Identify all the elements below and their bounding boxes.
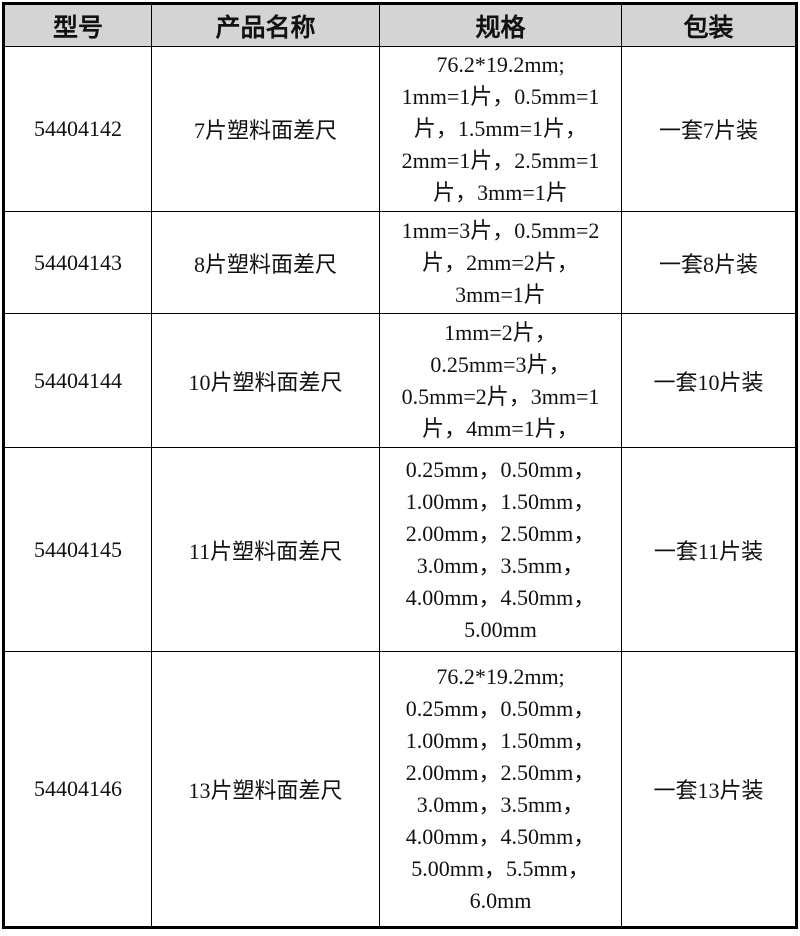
name-cell: 8片塑料面差尺 — [151, 211, 380, 314]
spec-line: 3mm=1片 — [455, 281, 546, 307]
spec-line: 片，2mm=2片， — [422, 249, 579, 275]
table-row: 54404142 7片塑料面差尺 76.2*19.2mm; 1mm=1片，0.5mm=… — [3, 46, 797, 212]
spec-line: 0.25mm，0.50mm， — [405, 456, 596, 482]
header-name: 产品名称 — [151, 3, 380, 47]
header-pack: 包装 — [621, 3, 797, 47]
spec-line: 0.5mm=2片，3mm=1 — [401, 383, 600, 409]
spec-line: 片，1.5mm=1片， — [413, 116, 588, 141]
spec-line: 0.25mm，0.50mm， — [405, 696, 596, 721]
header-model: 型号 — [3, 3, 152, 47]
spec-cell: 0.25mm，0.50mm， 1.00mm，1.50mm， 2.00mm，2.50m… — [379, 447, 622, 652]
spec-line: 2mm=1片，2.5mm=1 — [401, 148, 600, 173]
spec-line: 3.0mm，3.5mm， — [416, 792, 585, 817]
model-cell: 54404145 — [3, 447, 152, 652]
name-cell: 10片塑料面差尺 — [151, 313, 380, 448]
spec-cell: 1mm=3片，0.5mm=2 片，2mm=2片， 3mm=1片 — [379, 211, 622, 314]
spec-line: 片，3mm=1片 — [433, 180, 568, 205]
name-cell: 13片塑料面差尺 — [151, 651, 380, 928]
spec-line: 1mm=1片，0.5mm=1 — [401, 84, 600, 109]
pack-cell: 一套10片装 — [621, 313, 797, 448]
spec-cell: 76.2*19.2mm; 0.25mm，0.50mm， 1.00mm，1.50mm，… — [379, 651, 622, 928]
pack-cell: 一套8片装 — [621, 211, 797, 314]
pack-cell: 一套11片装 — [621, 447, 797, 652]
model-cell: 54404143 — [3, 211, 152, 314]
spec-line: 1.00mm，1.50mm， — [405, 728, 596, 753]
spec-line: 2.00mm，2.50mm， — [405, 760, 596, 785]
spec-line: 2.00mm，2.50mm， — [405, 520, 596, 546]
spec-line: 1.00mm，1.50mm， — [405, 488, 596, 514]
spec-line: 0.25mm=3片， — [430, 351, 571, 377]
spec-cell: 1mm=2片， 0.25mm=3片， 0.5mm=2片，3mm=1 片，4mm=1片， — [379, 313, 622, 448]
model-cell: 54404142 — [3, 46, 152, 212]
spec-line: 片，4mm=1片， — [422, 415, 579, 441]
header-row: 型号 产品名称 规格 包装 — [3, 3, 797, 47]
spec-line: 76.2*19.2mm; — [436, 664, 565, 689]
spec-line: 4.00mm，4.50mm， — [405, 824, 596, 849]
name-cell: 11片塑料面差尺 — [151, 447, 380, 652]
table-row: 54404143 8片塑料面差尺 1mm=3片，0.5mm=2 片，2mm=2片， 3m… — [3, 211, 797, 314]
table-row: 54404145 11片塑料面差尺 0.25mm，0.50mm， 1.00mm，1.5… — [3, 447, 797, 652]
table-row: 54404146 13片塑料面差尺 76.2*19.2mm; 0.25mm，0.50m… — [3, 651, 797, 928]
spec-line: 5.00mm — [464, 616, 537, 642]
spec-line: 76.2*19.2mm; — [436, 52, 565, 77]
pack-cell: 一套7片装 — [621, 46, 797, 212]
name-cell: 7片塑料面差尺 — [151, 46, 380, 212]
spec-line: 5.00mm，5.5mm， — [411, 856, 590, 881]
table-row: 54404144 10片塑料面差尺 1mm=2片， 0.25mm=3片， 0.5mm=2… — [3, 313, 797, 448]
header-spec: 规格 — [379, 3, 622, 47]
spec-cell: 76.2*19.2mm; 1mm=1片，0.5mm=1 片，1.5mm=1片， 2mm… — [379, 46, 622, 212]
spec-line: 1mm=3片，0.5mm=2 — [401, 217, 600, 243]
spec-line: 1mm=2片， — [444, 319, 557, 345]
pack-cell: 一套13片装 — [621, 651, 797, 928]
model-cell: 54404146 — [3, 651, 152, 928]
spec-line: 6.0mm — [469, 888, 532, 913]
spec-line: 4.00mm，4.50mm， — [405, 584, 596, 610]
spec-line: 3.0mm，3.5mm， — [416, 552, 585, 578]
model-cell: 54404144 — [3, 313, 152, 448]
